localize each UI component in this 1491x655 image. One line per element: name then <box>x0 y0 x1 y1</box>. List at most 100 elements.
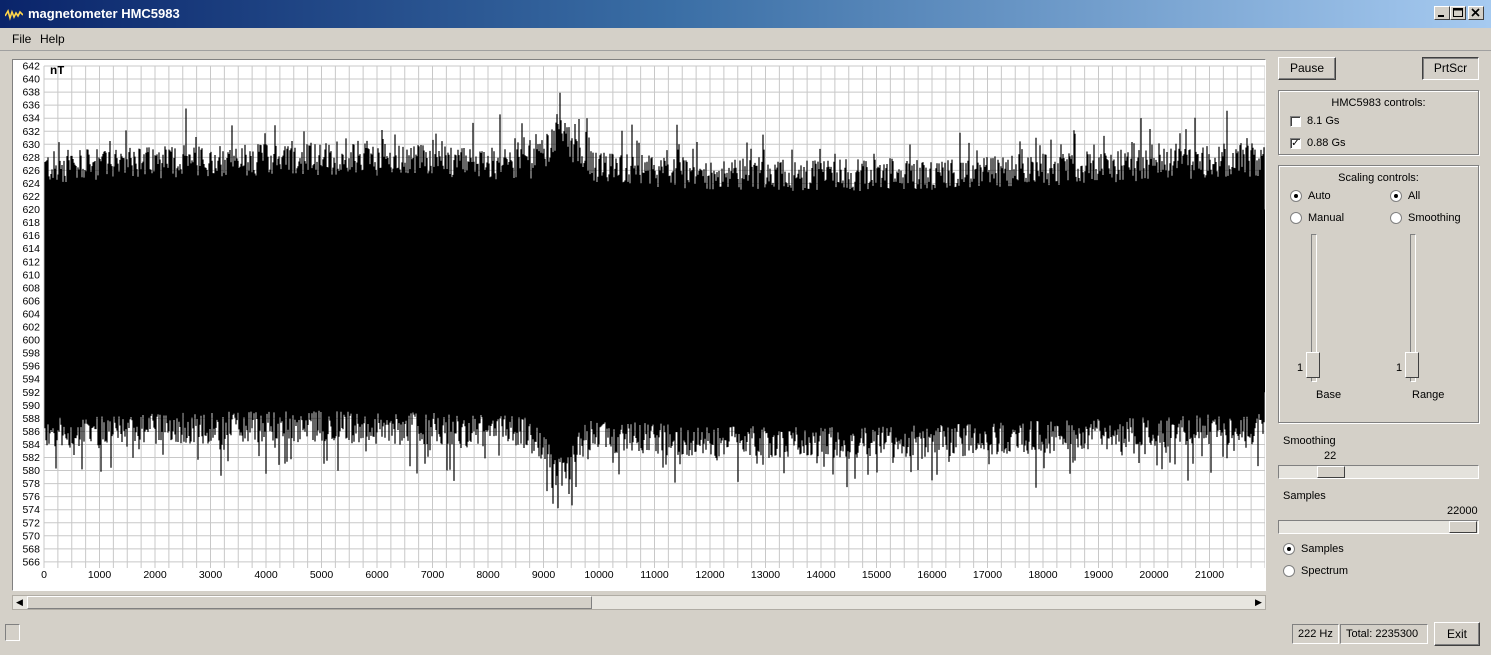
gain-8-1-checkbox[interactable]: 8.1 Gs <box>1290 115 1339 127</box>
x-tick-label: 12000 <box>695 569 724 581</box>
scaling-controls-group: Scaling controls: Auto Manual All Smooth… <box>1278 165 1479 423</box>
pause-button[interactable]: Pause <box>1278 57 1336 80</box>
y-tick-label: 596 <box>22 361 40 373</box>
y-tick-label: 642 <box>22 61 40 73</box>
y-tick-label: 636 <box>22 100 40 112</box>
exit-button[interactable]: Exit <box>1434 622 1480 646</box>
maximize-button[interactable] <box>1450 6 1466 20</box>
scaling-manual-label: Manual <box>1308 212 1344 224</box>
x-tick-label: 21000 <box>1195 569 1224 581</box>
x-tick-label: 6000 <box>365 569 389 581</box>
radio-icon <box>1290 212 1302 224</box>
samples-value: 22000 <box>1447 505 1478 517</box>
y-tick-label: 612 <box>22 256 40 268</box>
y-tick-label: 628 <box>22 152 40 164</box>
checkmark-icon: ✓ <box>1290 138 1301 149</box>
scaling-smoothing-radio[interactable]: Smoothing <box>1390 212 1461 224</box>
scroll-left-arrow-icon[interactable]: ◀ <box>13 596 26 609</box>
smoothing-slider[interactable] <box>1278 465 1479 479</box>
scaling-all-radio[interactable]: All <box>1390 190 1420 202</box>
x-tick-label: 18000 <box>1028 569 1057 581</box>
scaling-manual-radio[interactable]: Manual <box>1290 212 1344 224</box>
radio-selected-icon <box>1390 190 1402 202</box>
mode-spectrum-label: Spectrum <box>1301 565 1348 577</box>
minimize-icon <box>1435 7 1449 19</box>
status-rate: 222 Hz <box>1292 624 1339 644</box>
close-icon <box>1469 7 1483 19</box>
scaling-auto-label: Auto <box>1308 190 1331 202</box>
status-total: Total: 2235300 <box>1340 624 1428 644</box>
window-title: magnetometer HMC5983 <box>28 6 180 21</box>
magnetometer-plot[interactable]: 642 640 638 636 634 632 630 628 626 624 622 620 618 6… <box>12 59 1266 591</box>
base-slider-value: 1 <box>1297 362 1303 374</box>
minimize-button[interactable] <box>1434 6 1450 20</box>
base-slider-thumb[interactable] <box>1306 352 1320 378</box>
maximize-icon <box>1451 7 1465 19</box>
smoothing-label: Smoothing <box>1283 435 1336 447</box>
radio-selected-icon <box>1283 543 1295 555</box>
mode-spectrum-radio[interactable]: Spectrum <box>1283 565 1348 577</box>
close-button[interactable] <box>1468 6 1484 20</box>
y-tick-label: 572 <box>22 517 40 529</box>
gain-0-88-checkbox[interactable]: ✓ 0.88 Gs <box>1290 137 1346 149</box>
y-tick-label: 604 <box>22 308 40 320</box>
scaling-all-label: All <box>1408 190 1420 202</box>
x-tick-label: 2000 <box>143 569 167 581</box>
samples-label: Samples <box>1283 490 1326 502</box>
y-tick-label: 622 <box>22 191 40 203</box>
y-tick-label: 640 <box>22 74 40 86</box>
y-tick-label: 614 <box>22 243 40 255</box>
samples-slider-thumb[interactable] <box>1449 521 1477 533</box>
y-tick-label: 626 <box>22 165 40 177</box>
range-slider-thumb[interactable] <box>1405 352 1419 378</box>
y-tick-label: 610 <box>22 269 40 281</box>
x-tick-label: 4000 <box>254 569 278 581</box>
prtscr-button[interactable]: PrtScr <box>1422 57 1479 80</box>
scaling-smoothing-label: Smoothing <box>1408 212 1461 224</box>
range-slider-value: 1 <box>1396 362 1402 374</box>
samples-slider[interactable] <box>1278 520 1479 534</box>
y-tick-label: 638 <box>22 87 40 99</box>
unit-label: nT <box>50 64 64 78</box>
base-label: Base <box>1316 389 1341 401</box>
y-tick-label: 634 <box>22 113 40 125</box>
x-tick-label: 0 <box>41 569 47 581</box>
hmc-controls-group: HMC5983 controls: 8.1 Gs ✓ 0.88 Gs <box>1278 90 1479 155</box>
x-tick-label: 5000 <box>310 569 334 581</box>
y-tick-label: 576 <box>22 491 40 503</box>
x-tick-label: 3000 <box>199 569 223 581</box>
y-tick-label: 624 <box>22 178 40 190</box>
y-tick-label: 586 <box>22 426 40 438</box>
hmc-controls-title: HMC5983 controls: <box>1279 97 1478 109</box>
x-tick-label: 1000 <box>88 569 112 581</box>
y-tick-label: 620 <box>22 204 40 216</box>
radio-icon <box>1390 212 1402 224</box>
scaling-auto-radio[interactable]: Auto <box>1290 190 1331 202</box>
y-tick-label: 568 <box>22 543 40 555</box>
smoothing-slider-thumb[interactable] <box>1317 466 1345 478</box>
y-tick-label: 632 <box>22 126 40 138</box>
signal-core <box>45 210 1265 393</box>
scroll-right-arrow-icon[interactable]: ▶ <box>1252 596 1265 609</box>
y-tick-label: 618 <box>22 217 40 229</box>
y-tick-label: 606 <box>22 295 40 307</box>
checkbox-box <box>1290 116 1301 127</box>
y-tick-label: 594 <box>22 374 40 386</box>
mode-samples-label: Samples <box>1301 543 1344 555</box>
x-tick-label: 9000 <box>532 569 556 581</box>
mode-samples-radio[interactable]: Samples <box>1283 543 1344 555</box>
y-tick-label: 566 <box>22 556 40 568</box>
menu-file[interactable]: File <box>12 32 31 46</box>
y-tick-label: 630 <box>22 139 40 151</box>
scroll-thumb[interactable] <box>27 596 592 609</box>
x-tick-label: 17000 <box>973 569 1002 581</box>
x-tick-label: 14000 <box>806 569 835 581</box>
y-tick-label: 590 <box>22 400 40 412</box>
menu-help[interactable]: Help <box>40 32 65 46</box>
x-tick-label: 7000 <box>421 569 445 581</box>
y-tick-label: 598 <box>22 348 40 360</box>
plot-scrollbar[interactable]: ◀ ▶ <box>12 595 1266 610</box>
y-tick-label: 616 <box>22 230 40 242</box>
menu-bar: File Help <box>0 28 1491 51</box>
smoothing-value: 22 <box>1324 450 1336 462</box>
